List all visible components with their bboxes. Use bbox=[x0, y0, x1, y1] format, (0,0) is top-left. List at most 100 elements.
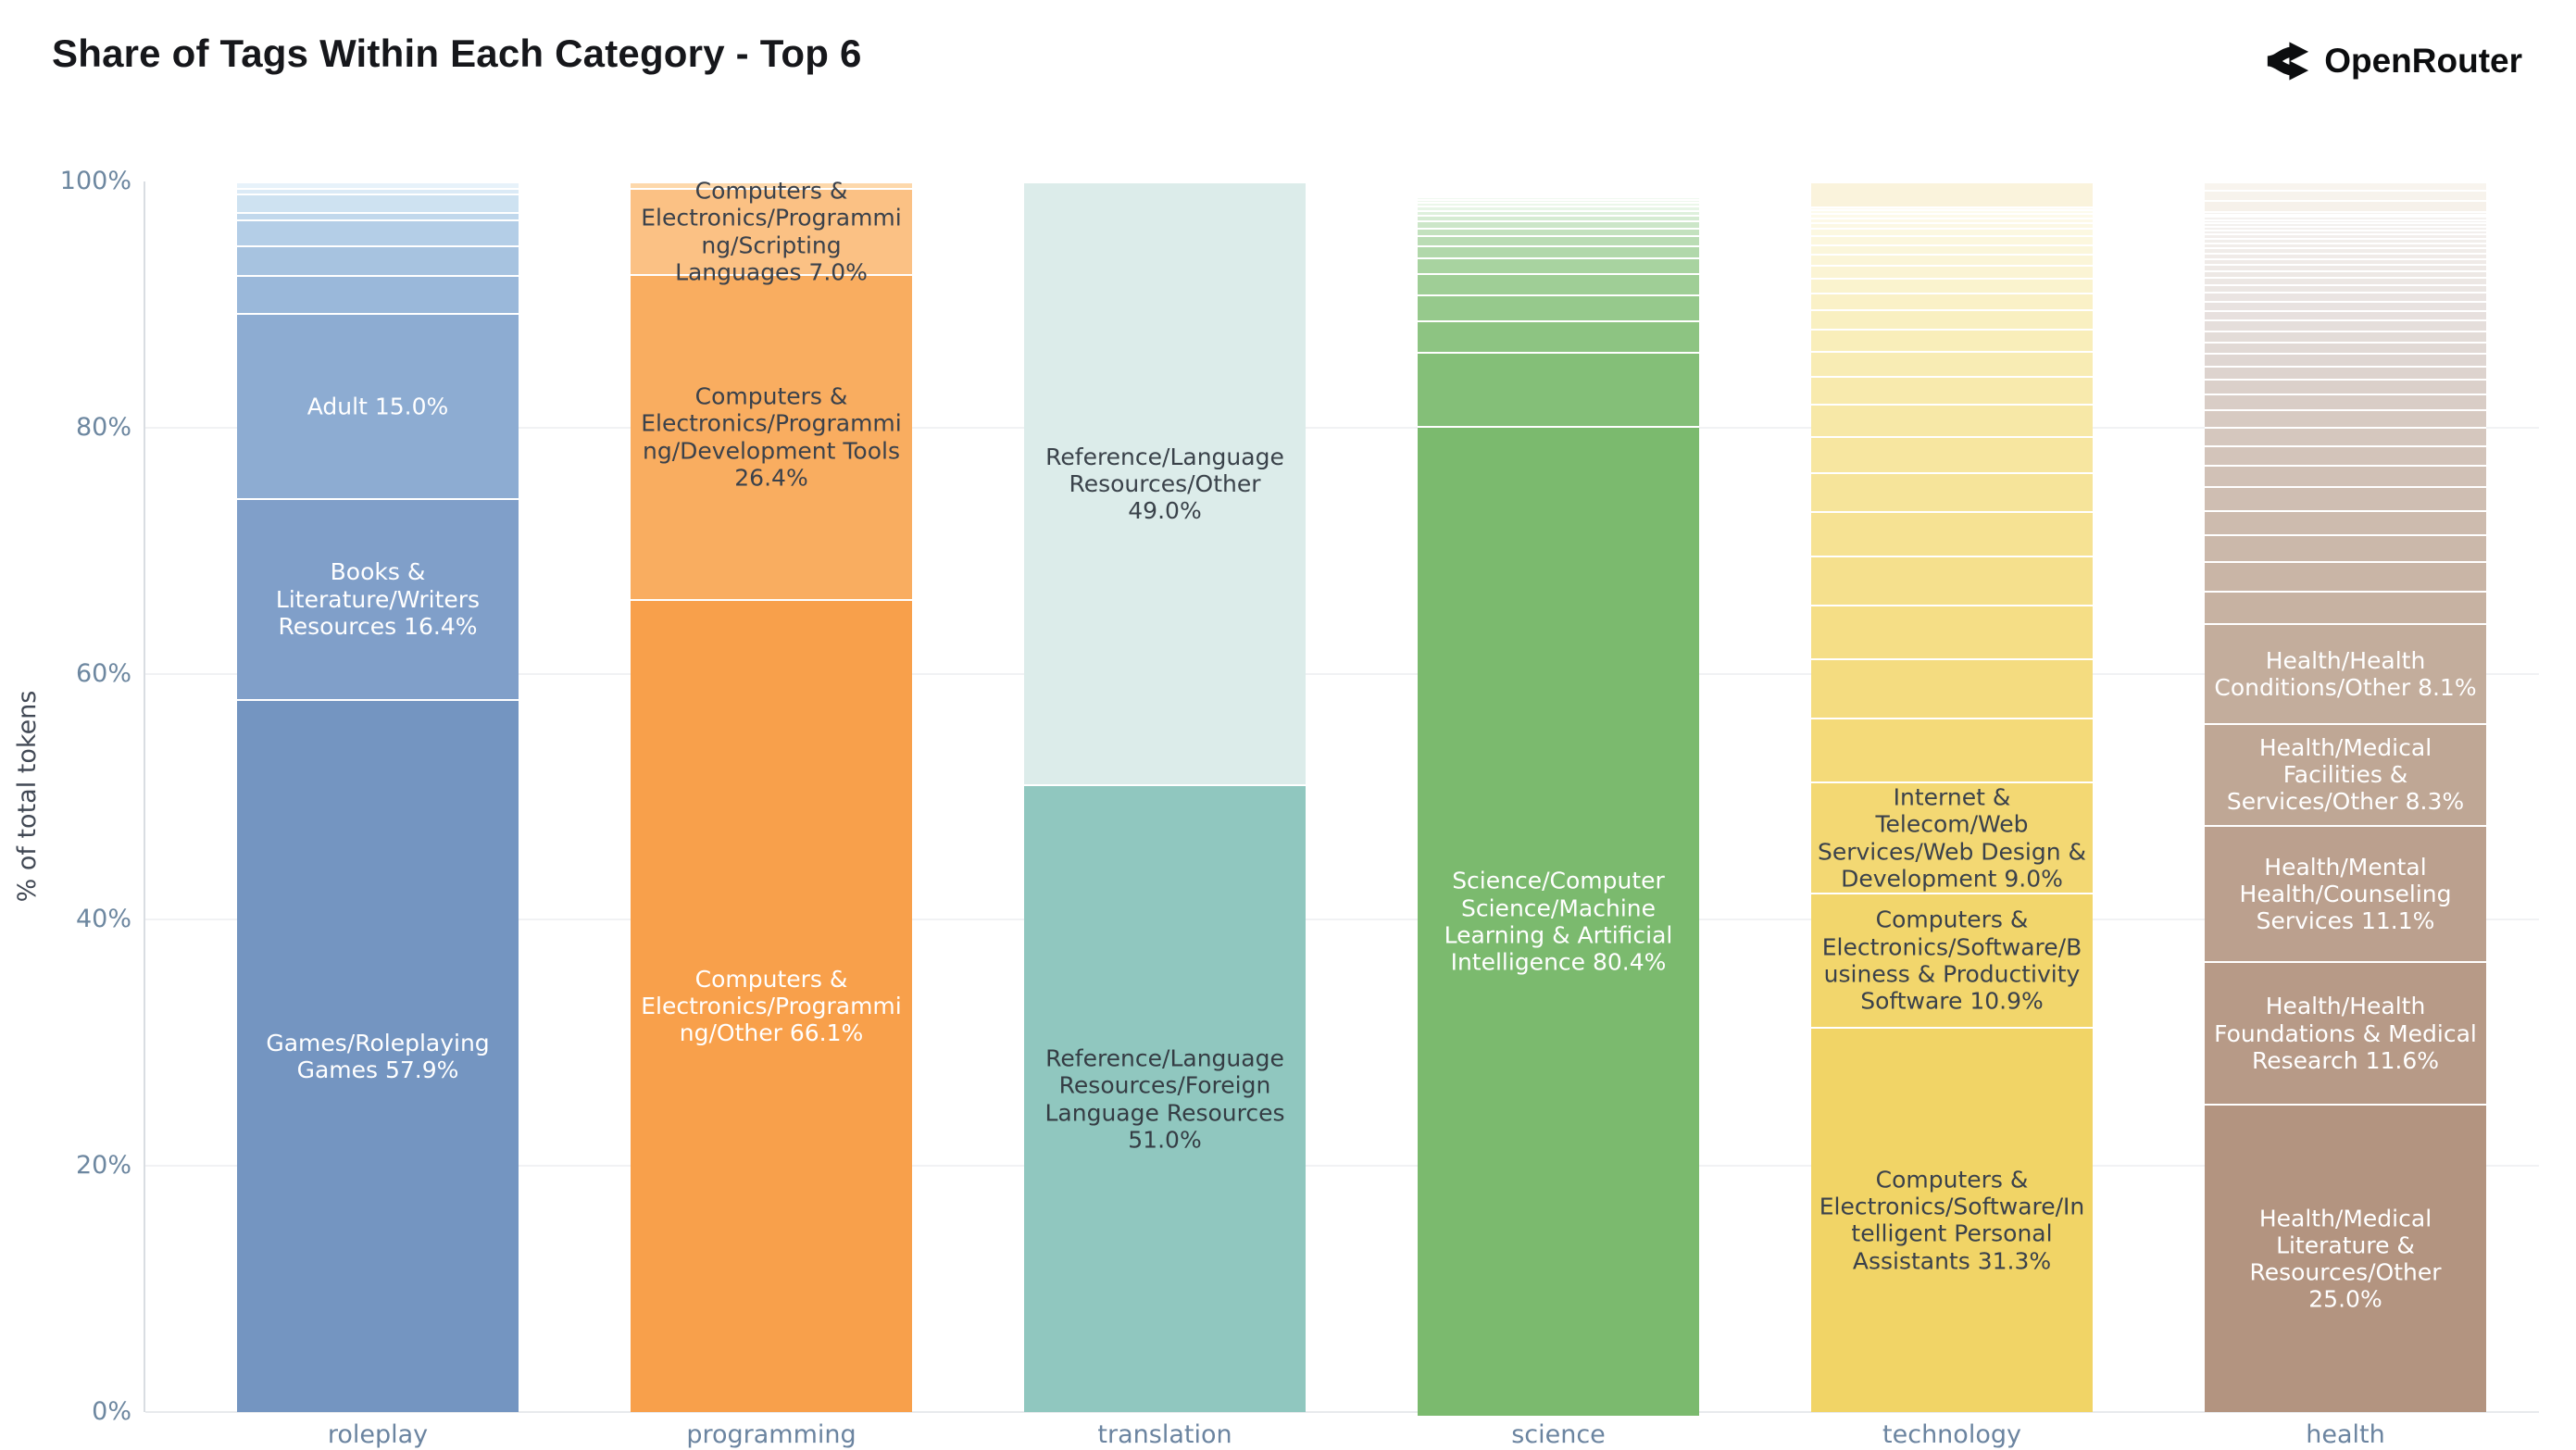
bar-segment: Adult 15.0% bbox=[237, 313, 519, 498]
bar-segment bbox=[2205, 190, 2486, 200]
bar-segment bbox=[2205, 509, 2486, 535]
gridline bbox=[145, 426, 2539, 429]
bar-segment bbox=[2205, 225, 2486, 230]
bar-segment: Computers & Electronics/Software/Busines… bbox=[1811, 892, 2093, 1027]
y-tick-label: 80% bbox=[75, 412, 131, 442]
bar-segment bbox=[1811, 329, 2093, 352]
bar-segment bbox=[2205, 210, 2486, 214]
gridline bbox=[145, 672, 2539, 675]
bar-segment bbox=[2205, 269, 2486, 277]
bar-segment bbox=[1418, 189, 1699, 191]
bar-segment bbox=[237, 274, 519, 314]
bar-segment bbox=[1418, 220, 1699, 228]
bar-segment bbox=[2205, 257, 2486, 264]
y-tick-label: 0% bbox=[92, 1397, 131, 1426]
bar-segment bbox=[2205, 276, 2486, 284]
bar-segment bbox=[2205, 242, 2486, 248]
bar-segment: Computers & Electronics/Programming/Scri… bbox=[631, 178, 912, 285]
bar-segment bbox=[2205, 409, 2486, 427]
bar-segment bbox=[1811, 181, 2093, 206]
bar-segment bbox=[2205, 365, 2486, 380]
bar-health: Health/Health Conditions/Other 8.1% Healt… bbox=[2205, 181, 2486, 1412]
bar-segment bbox=[2205, 379, 2486, 394]
bar-segment: Books & Literature/Writers Resources 16.… bbox=[237, 497, 519, 700]
bar-segment bbox=[1418, 194, 1699, 197]
segment-label: Computers & Electronics/Programming/Scri… bbox=[641, 177, 902, 286]
bar-segment: Computers & Electronics/Software/Intelli… bbox=[1811, 1026, 2093, 1412]
bar-segment bbox=[2205, 252, 2486, 258]
bar-segment bbox=[2205, 319, 2486, 331]
bar-segment bbox=[2205, 247, 2486, 253]
x-tick-label-health: health bbox=[2306, 1420, 2385, 1449]
segment-label: Health/Medical Facilities & Services/Oth… bbox=[2226, 733, 2465, 816]
bar-segment bbox=[1811, 217, 2093, 222]
bar-segment bbox=[2205, 213, 2486, 217]
bar-segment bbox=[1418, 319, 1699, 353]
bar-segment bbox=[1811, 292, 2093, 310]
bar-segment: Computers & Electronics/Programming/Othe… bbox=[631, 598, 912, 1412]
plot-area bbox=[144, 181, 2539, 1413]
bar-segment bbox=[2205, 394, 2486, 410]
bar-segment bbox=[2205, 222, 2486, 226]
bar-segment: Health/Medical Facilities & Services/Oth… bbox=[2205, 722, 2486, 825]
bar-segment bbox=[2205, 283, 2486, 293]
gridline bbox=[145, 1165, 2539, 1168]
bar-segment: Reference/Language Resources/Other 49.0% bbox=[1024, 181, 1306, 785]
bar-segment: Health/Health Foundations & Medical Rese… bbox=[2205, 961, 2486, 1105]
gridline bbox=[145, 919, 2539, 921]
bar-segment bbox=[237, 181, 519, 188]
bar-segment bbox=[1418, 209, 1699, 216]
segment-label: Computers & Electronics/Software/Busines… bbox=[1821, 906, 2082, 1015]
x-axis-line bbox=[145, 1411, 2539, 1413]
bar-segment bbox=[1811, 718, 2093, 782]
bar-segment bbox=[1418, 227, 1699, 236]
bar-segment bbox=[1811, 235, 2093, 244]
bar-segment bbox=[1418, 257, 1699, 274]
bar-segment bbox=[1811, 206, 2093, 209]
bar-segment bbox=[237, 219, 519, 246]
bar-segment bbox=[1811, 309, 2093, 330]
segment-label: Reference/Language Resources/Other 49.0% bbox=[1045, 443, 1284, 525]
bar-segment bbox=[2205, 300, 2486, 310]
segment-label: Health/Medical Literature & Resources/Ot… bbox=[2249, 1205, 2442, 1313]
bar-segment: Health/Medical Literature & Resources/Ot… bbox=[2205, 1104, 2486, 1412]
bar-segment bbox=[2205, 444, 2486, 466]
bar-segment bbox=[1811, 208, 2093, 213]
bar-segment bbox=[1418, 206, 1699, 210]
bar-segment bbox=[1811, 658, 2093, 719]
segment-label: Science/Computer Science/Machine Learnin… bbox=[1444, 867, 1673, 976]
bar-segment bbox=[2205, 216, 2486, 219]
bar-segment bbox=[1418, 183, 1699, 185]
openrouter-logo: OpenRouter bbox=[2266, 39, 2522, 83]
bar-translation: Reference/Language Resources/Other 49.0%… bbox=[1024, 181, 1306, 1412]
bar-segment bbox=[237, 212, 519, 220]
bar-segment bbox=[1811, 435, 2093, 472]
bar-segment bbox=[2205, 591, 2486, 623]
bar-segment bbox=[1811, 511, 2093, 556]
bar-segment bbox=[1811, 471, 2093, 512]
bar-segment bbox=[237, 245, 519, 275]
openrouter-fork-icon bbox=[2266, 39, 2310, 83]
bar-segment bbox=[2205, 309, 2486, 320]
bar-segment bbox=[1418, 294, 1699, 320]
bar-segment bbox=[1418, 187, 1699, 189]
bar-segment bbox=[2205, 292, 2486, 301]
bar-segment bbox=[2205, 229, 2486, 234]
x-tick-label-translation: translation bbox=[1097, 1420, 1232, 1449]
bar-segment: Internet & Telecom/Web Services/Web Desi… bbox=[1811, 781, 2093, 893]
bar-segment bbox=[1811, 404, 2093, 436]
segment-label: Computers & Electronics/Software/Intelli… bbox=[1819, 1166, 2085, 1275]
bar-technology: Internet & Telecom/Web Services/Web Desi… bbox=[1811, 181, 2093, 1412]
x-tick-label-technology: technology bbox=[1882, 1420, 2021, 1449]
bar-segment bbox=[1811, 212, 2093, 218]
bar-segment bbox=[1811, 221, 2093, 229]
bar-segment bbox=[1811, 244, 2093, 255]
bar-segment: Science/Computer Science/Machine Learnin… bbox=[1418, 426, 1699, 1416]
bar-segment bbox=[1418, 235, 1699, 245]
bar-segment bbox=[2205, 341, 2486, 354]
bar-segment: Health/Health Conditions/Other 8.1% bbox=[2205, 622, 2486, 723]
y-tick-label: 20% bbox=[75, 1151, 131, 1181]
segment-label: Internet & Telecom/Web Services/Web Desi… bbox=[1817, 783, 2087, 893]
bar-segment bbox=[1418, 215, 1699, 221]
